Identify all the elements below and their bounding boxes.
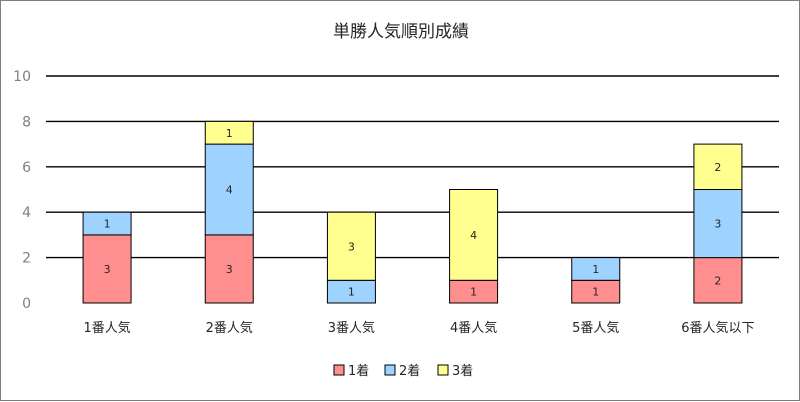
legend-label: 2着 <box>399 363 420 379</box>
legend: 1着 2着 3着 <box>333 363 473 379</box>
bar-segment <box>204 234 254 304</box>
legend-swatch <box>437 364 449 376</box>
data-label: 3 <box>348 240 355 253</box>
chart-title: 単勝人気順別成績 <box>333 22 469 42</box>
x-category-label: 2番人気 <box>206 320 253 336</box>
bar-segment <box>82 234 132 304</box>
data-label: 1 <box>592 263 599 276</box>
bar-segment <box>326 211 376 281</box>
data-label: 4 <box>470 229 477 242</box>
x-category-label: 1番人気 <box>83 320 130 336</box>
legend-label: 3着 <box>452 363 473 379</box>
y-tick-label: 6 <box>22 160 31 176</box>
y-tick-label: 2 <box>22 251 31 267</box>
y-tick-label: 10 <box>13 69 31 85</box>
data-label: 1 <box>226 127 233 140</box>
bar-segment <box>693 143 743 191</box>
data-label: 1 <box>470 286 477 299</box>
data-label: 3 <box>226 263 233 276</box>
bar-segment <box>82 211 132 236</box>
data-label: 1 <box>104 218 111 231</box>
x-category-label: 4番人気 <box>450 320 497 336</box>
bar-segment <box>693 189 743 259</box>
data-label: 1 <box>592 286 599 299</box>
data-label: 3 <box>714 218 721 231</box>
data-label: 3 <box>104 263 111 276</box>
x-category-label: 3番人気 <box>328 320 375 336</box>
y-tick-label: 4 <box>22 205 31 221</box>
y-tick-label: 8 <box>22 114 31 130</box>
legend-label: 1着 <box>348 363 369 379</box>
bar-segment <box>571 257 621 281</box>
x-category-label: 5番人気 <box>572 320 619 336</box>
x-axis-categories: 1番人気 2番人気 3番人気 4番人気 5番人気 6番人気以下 <box>83 320 754 336</box>
bar-segment <box>204 120 254 145</box>
legend-swatch <box>384 364 396 376</box>
data-label: 2 <box>714 161 721 174</box>
y-axis-ticks: 0 2 4 6 8 10 <box>13 69 31 312</box>
y-tick-label: 0 <box>22 296 31 312</box>
x-category-label: 6番人気以下 <box>681 320 754 336</box>
gridlines <box>46 75 779 259</box>
bar-segment <box>204 143 254 236</box>
data-label: 2 <box>714 274 721 287</box>
bar-segment <box>449 189 499 281</box>
data-label: 1 <box>348 286 355 299</box>
data-label: 4 <box>226 184 233 197</box>
legend-swatch <box>333 364 345 376</box>
bars: 3 1 3 4 1 1 3 1 4 1 1 2 3 2 <box>82 120 743 304</box>
